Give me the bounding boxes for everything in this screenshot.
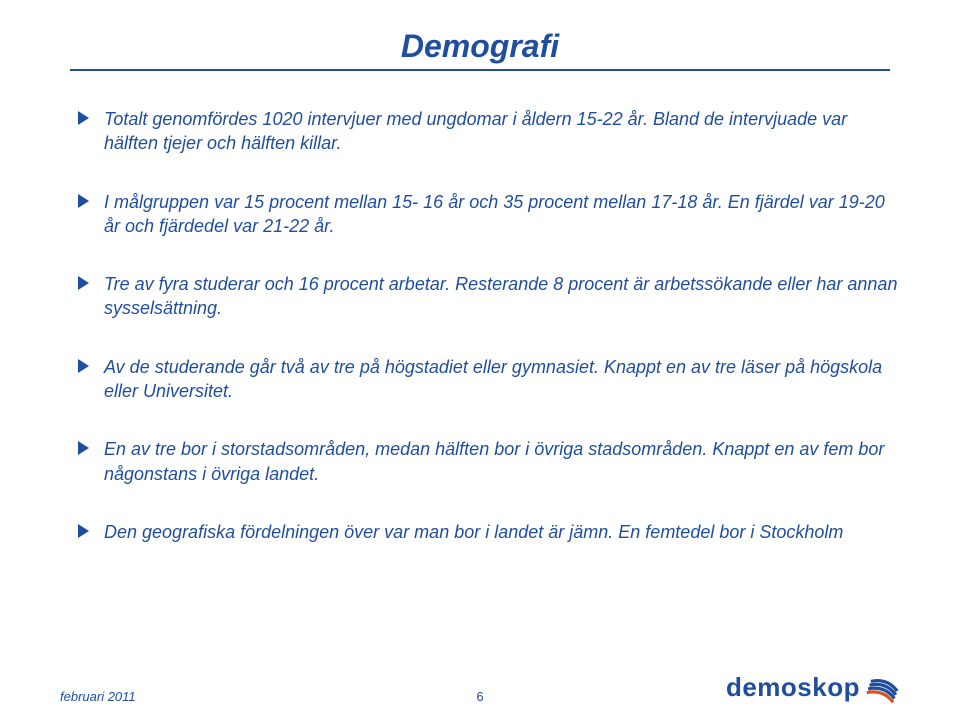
bullet-item: Tre av fyra studerar och 16 procent arbe… (78, 272, 900, 321)
bullet-item: Totalt genomfördes 1020 intervjuer med u… (78, 107, 900, 156)
bullet-item: En av tre bor i storstadsområden, medan … (78, 437, 900, 486)
bullet-item: Av de studerande går två av tre på högst… (78, 355, 900, 404)
bullet-item: Den geografiska fördelningen över var ma… (78, 520, 900, 544)
footer-page-number: 6 (476, 689, 483, 704)
slide-container: Demografi Totalt genomfördes 1020 interv… (0, 0, 960, 722)
title-underline (70, 69, 890, 71)
footer-date: februari 2011 (60, 689, 136, 704)
slide-title: Demografi (60, 28, 900, 65)
footer: februari 2011 6 demoskop (0, 670, 960, 704)
logo-mark-icon (866, 670, 900, 704)
logo: demoskop (726, 670, 900, 704)
bullet-list: Totalt genomfördes 1020 intervjuer med u… (60, 107, 900, 544)
bullet-item: I målgruppen var 15 procent mellan 15- 1… (78, 190, 900, 239)
logo-text: demoskop (726, 672, 860, 703)
